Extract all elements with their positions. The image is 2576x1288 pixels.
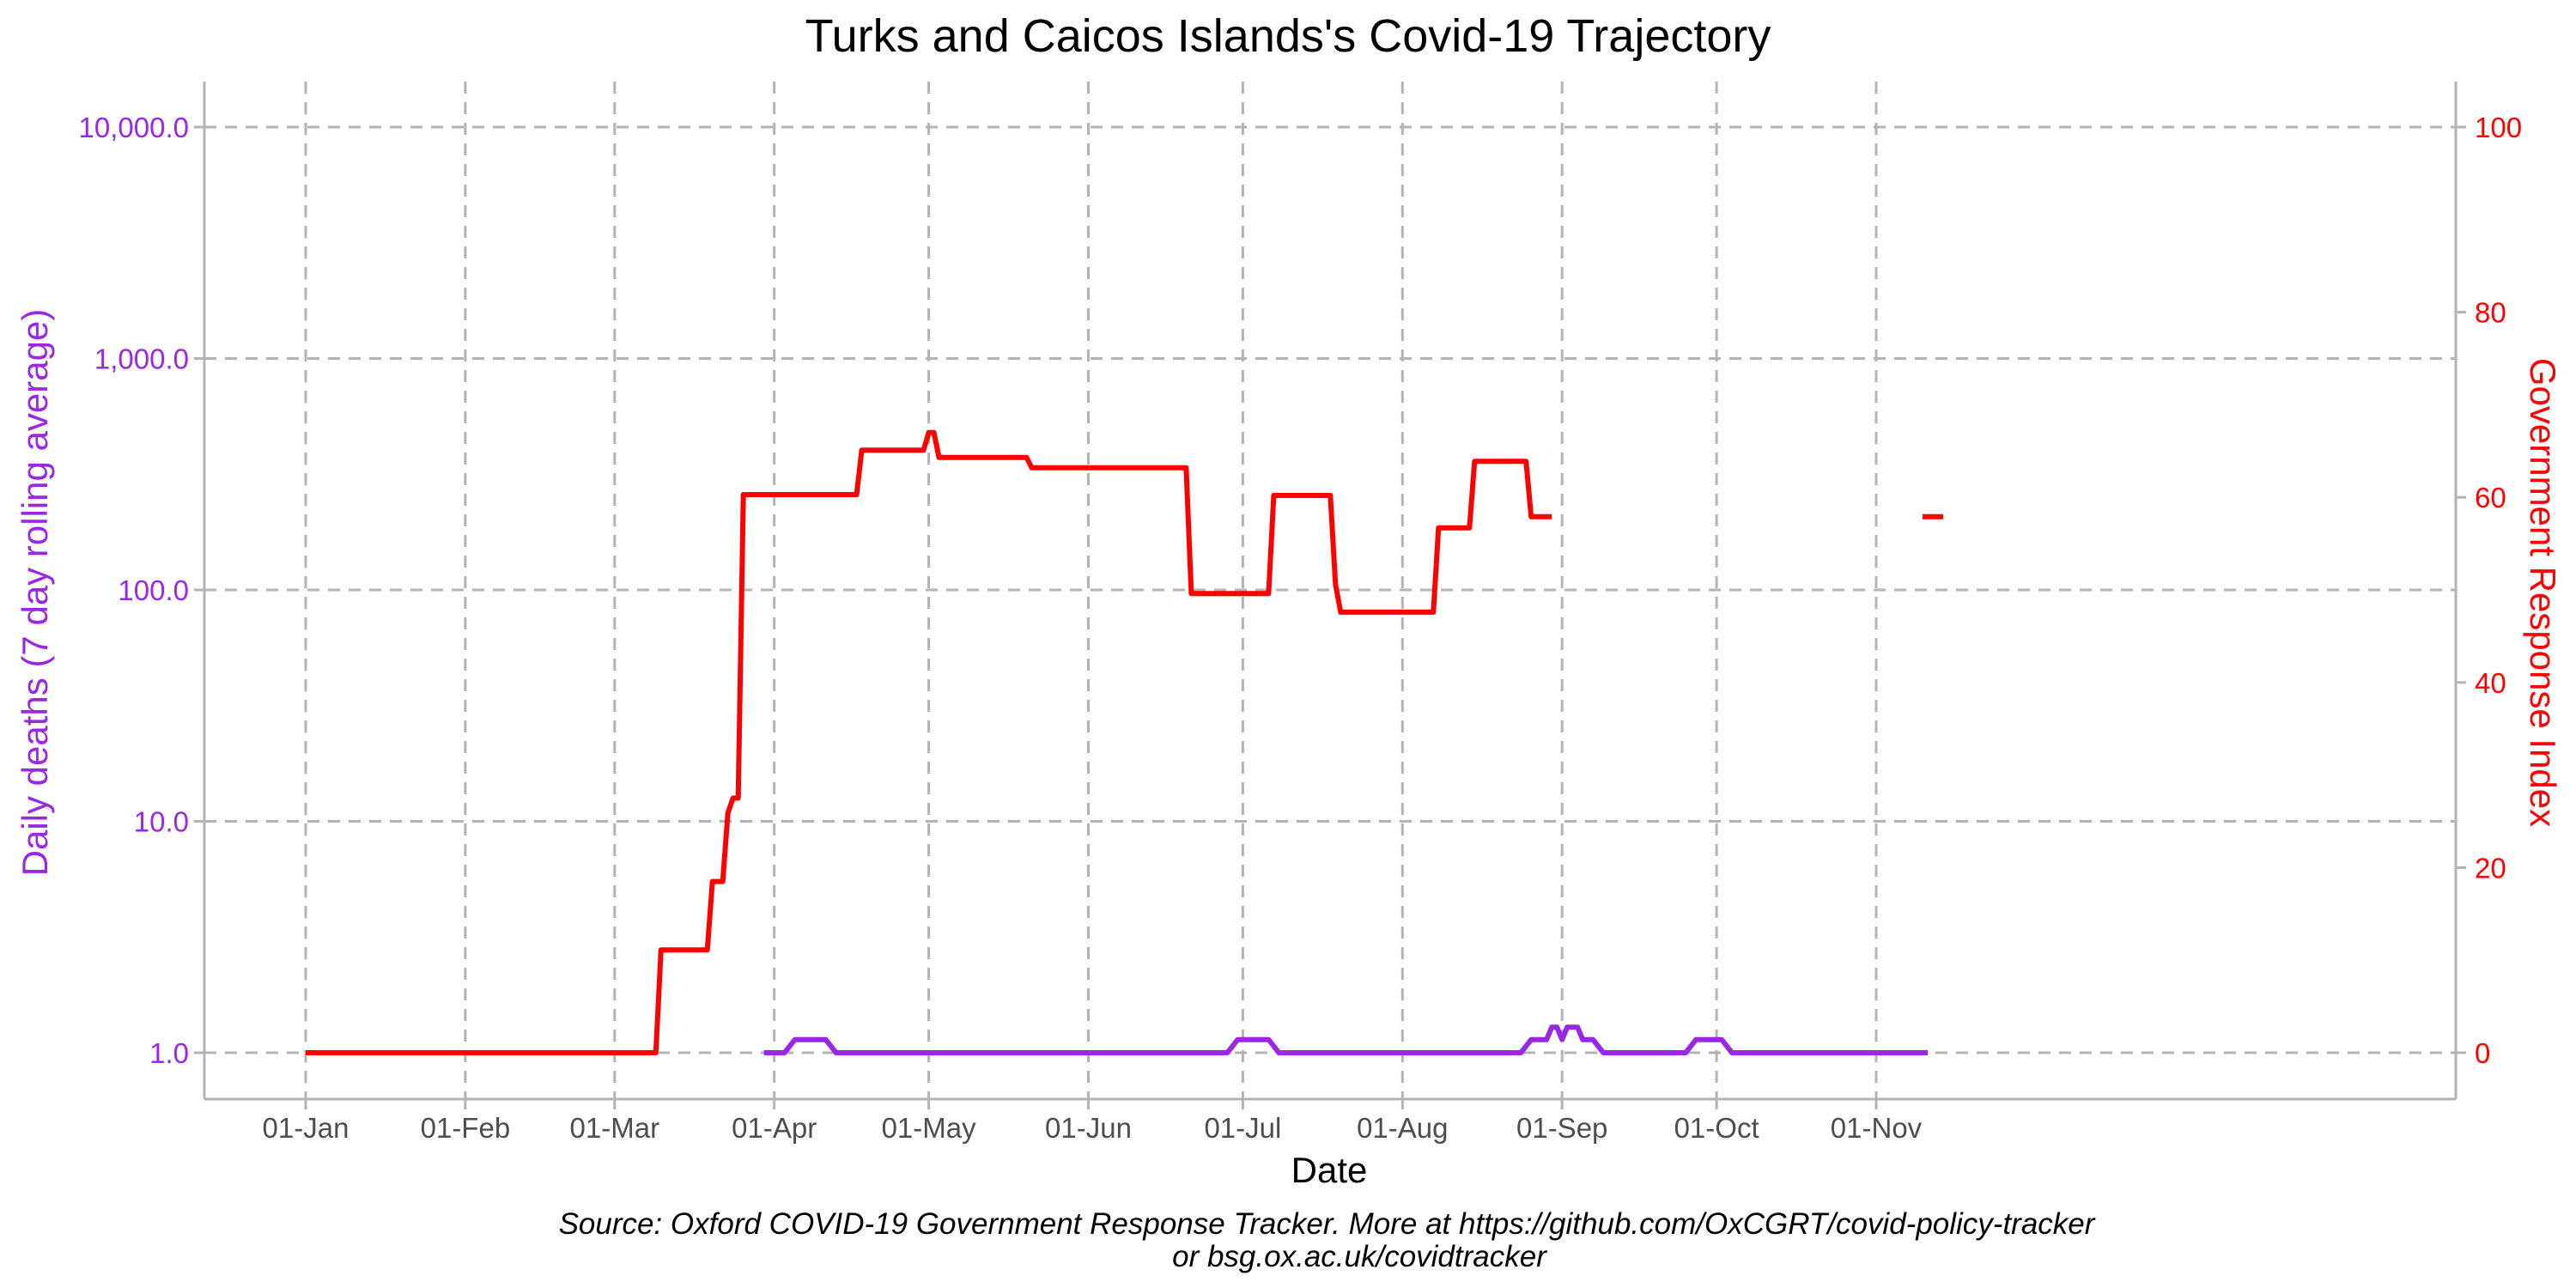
x-tick-label: 01-Mar	[570, 1112, 660, 1144]
x-tick-label: 01-Apr	[732, 1112, 817, 1144]
right-axis-title: Government Response Index	[2523, 358, 2563, 827]
x-tick-label: 01-Jun	[1045, 1112, 1132, 1144]
x-tick-label: 01-Nov	[1831, 1112, 1923, 1144]
response-index-line	[306, 429, 1552, 1055]
right-tick-label: 80	[2475, 297, 2506, 329]
right-tick-label: 40	[2475, 667, 2506, 699]
left-tick-label: 1,000.0	[94, 343, 189, 375]
left-tick-label: 10,000.0	[79, 112, 189, 143]
x-axis-title: Date	[1291, 1150, 1368, 1190]
daily-deaths-line	[763, 1024, 1928, 1055]
axes	[194, 82, 2466, 1109]
tick-labels: 1.0 10.0 100.0 1,000.0 10,000.0 0 20 40 60 80 100 0…	[79, 112, 2523, 1144]
x-tick-label: 01-Feb	[421, 1112, 511, 1144]
chart-title: Turks and Caicos Islands's Covid-19 Traj…	[805, 10, 1771, 62]
right-tick-label: 100	[2475, 112, 2522, 143]
x-tick-label: 01-Aug	[1357, 1112, 1448, 1144]
series-lines	[306, 429, 1943, 1055]
left-tick-label: 10.0	[134, 806, 189, 838]
right-tick-label: 60	[2475, 482, 2506, 513]
x-tick-label: 01-Sep	[1516, 1112, 1607, 1144]
x-tick-label: 01-Jan	[263, 1112, 349, 1144]
right-tick-label: 0	[2475, 1037, 2490, 1069]
left-axis-title: Daily deaths (7 day rolling average)	[15, 309, 55, 877]
source-caption-line2: or bsg.ox.ac.uk/covidtracker	[1172, 1240, 1547, 1273]
left-tick-label: 1.0	[149, 1037, 189, 1069]
x-tick-label: 01-May	[882, 1112, 977, 1144]
right-tick-label: 20	[2475, 852, 2506, 884]
x-tick-label: 01-Jul	[1204, 1112, 1281, 1144]
left-tick-label: 100.0	[118, 574, 189, 606]
x-tick-label: 01-Oct	[1674, 1112, 1759, 1144]
gridlines	[204, 82, 2456, 1099]
source-caption-line1: Source: Oxford COVID-19 Government Respo…	[559, 1207, 2096, 1241]
